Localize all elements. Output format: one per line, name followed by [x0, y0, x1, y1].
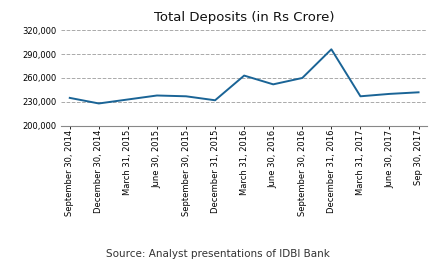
Text: Source: Analyst presentations of IDBI Bank: Source: Analyst presentations of IDBI Ba… [106, 249, 330, 259]
Title: Total Deposits (in Rs Crore): Total Deposits (in Rs Crore) [154, 11, 334, 24]
